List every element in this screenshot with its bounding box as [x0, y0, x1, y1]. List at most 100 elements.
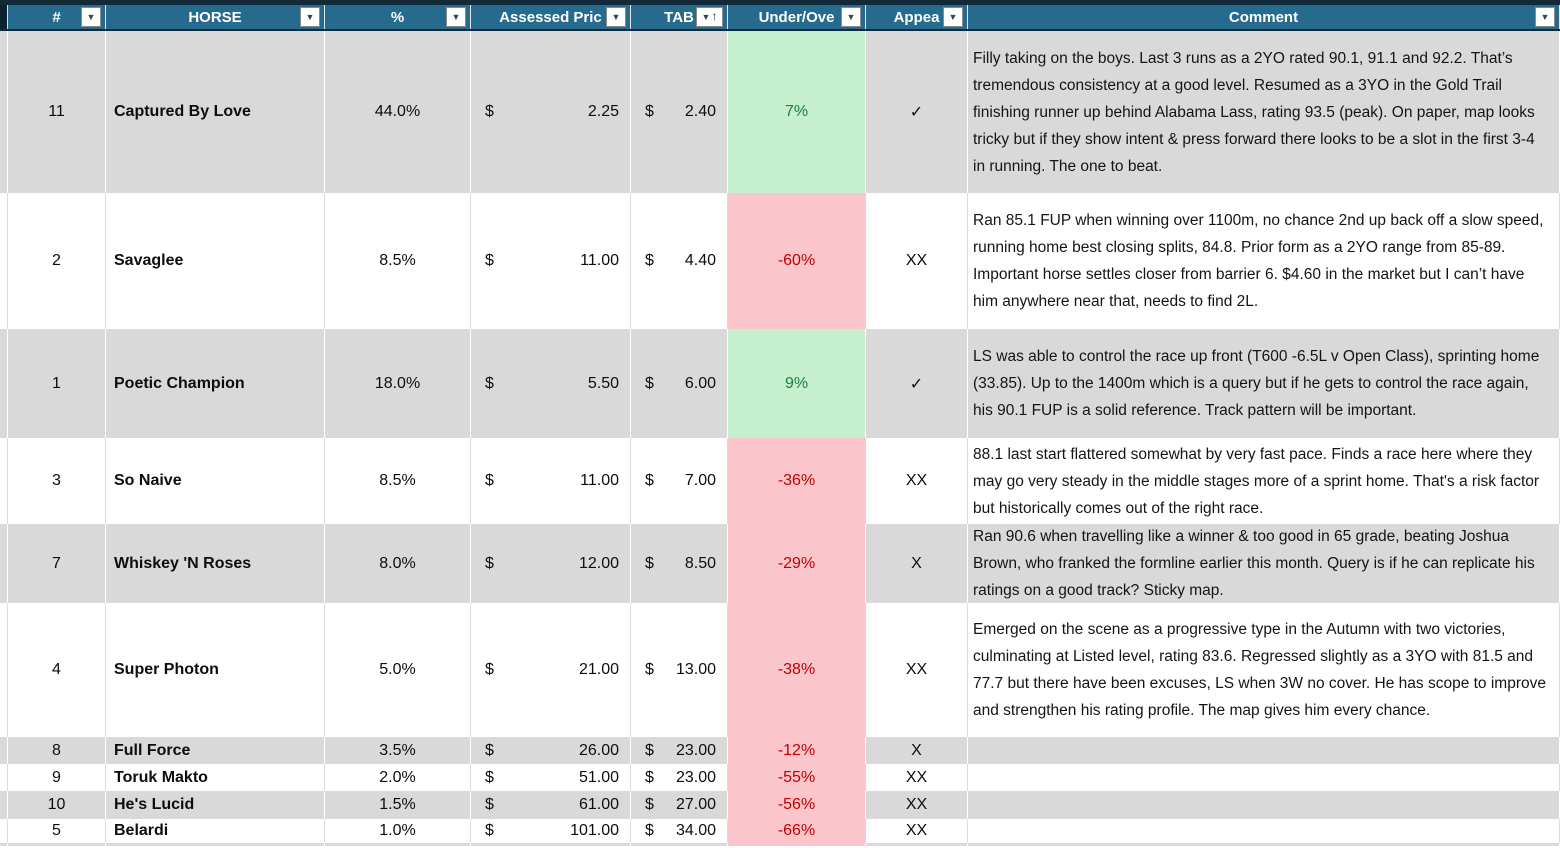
cell-tab-price[interactable]: $34.00 [631, 819, 728, 843]
cell-comment[interactable]: 88.1 last start flattered somewhat by ve… [968, 438, 1560, 524]
cell-horse-name[interactable]: Belardi [106, 819, 325, 843]
cell-number[interactable]: 8 [8, 737, 106, 764]
cell-under-over[interactable] [728, 843, 866, 846]
cell-number[interactable]: 9 [8, 764, 106, 791]
pct-filter-button[interactable]: ▼ [446, 7, 466, 27]
cell-appeal[interactable]: XX [866, 819, 968, 843]
cell-number[interactable]: 5 [8, 819, 106, 843]
cell-percentage[interactable]: 1.0% [325, 819, 471, 843]
cell-comment[interactable]: Filly taking on the boys. Last 3 runs as… [968, 31, 1560, 193]
cell-under-over[interactable]: -60% [728, 193, 866, 329]
uo-filter-button[interactable]: ▼ [841, 7, 861, 27]
cell-number[interactable]: 10 [8, 791, 106, 819]
cell-tab-price[interactable]: $27.00 [631, 791, 728, 819]
cell-horse-name[interactable] [106, 843, 325, 846]
column-header-horse[interactable]: HORSE ▼ [106, 5, 325, 29]
horse-filter-button[interactable]: ▼ [300, 7, 320, 27]
column-header-uo[interactable]: Under/Ove ▼ [728, 5, 866, 29]
cell-appeal[interactable]: ✓ [866, 31, 968, 193]
column-header-tab[interactable]: TAB ▼ ↑ [631, 5, 728, 29]
cell-number[interactable] [8, 843, 106, 846]
cell-number[interactable]: 11 [8, 31, 106, 193]
cell-comment[interactable]: Ran 85.1 FUP when winning over 1100m, no… [968, 193, 1560, 329]
cell-tab-price[interactable]: $8.50 [631, 524, 728, 603]
cell-percentage[interactable]: 3.5% [325, 737, 471, 764]
cell-under-over[interactable]: -55% [728, 764, 866, 791]
cell-percentage[interactable]: 8.5% [325, 193, 471, 329]
cell-horse-name[interactable]: Savaglee [106, 193, 325, 329]
cell-appeal[interactable]: XX [866, 791, 968, 819]
cell-appeal[interactable]: X [866, 524, 968, 603]
cell-comment[interactable]: LS was able to control the race up front… [968, 329, 1560, 438]
cell-comment[interactable] [968, 764, 1560, 791]
column-header-num[interactable]: # ▼ [8, 5, 106, 29]
cell-horse-name[interactable]: Whiskey 'N Roses [106, 524, 325, 603]
cell-under-over[interactable]: 9% [728, 329, 866, 438]
cell-number[interactable]: 4 [8, 603, 106, 737]
cell-appeal[interactable]: X [866, 737, 968, 764]
cell-assessed-price[interactable] [471, 843, 631, 846]
column-header-appeal[interactable]: Appea ▼ [866, 5, 968, 29]
cell-comment[interactable] [968, 843, 1560, 847]
cell-under-over[interactable]: -29% [728, 524, 866, 603]
cell-horse-name[interactable]: Captured By Love [106, 31, 325, 193]
cell-under-over[interactable]: -12% [728, 737, 866, 764]
cell-assessed-price[interactable]: $12.00 [471, 524, 631, 603]
cell-assessed-price[interactable]: $5.50 [471, 329, 631, 438]
cell-number[interactable]: 3 [8, 438, 106, 524]
cell-horse-name[interactable]: So Naive [106, 438, 325, 524]
cell-horse-name[interactable]: Poetic Champion [106, 329, 325, 438]
column-header-assessed[interactable]: Assessed Pric ▼ [471, 5, 631, 29]
cell-comment[interactable] [968, 819, 1560, 843]
cell-tab-price[interactable]: $13.00 [631, 603, 728, 737]
cell-percentage[interactable]: 2.0% [325, 764, 471, 791]
cell-appeal[interactable]: XX [866, 603, 968, 737]
cell-percentage[interactable]: 44.0% [325, 31, 471, 193]
cell-percentage[interactable]: 18.0% [325, 329, 471, 438]
cell-horse-name[interactable]: Super Photon [106, 603, 325, 737]
cell-tab-price[interactable]: $4.40 [631, 193, 728, 329]
cell-number[interactable]: 7 [8, 524, 106, 603]
cell-tab-price[interactable]: $23.00 [631, 737, 728, 764]
cell-number[interactable]: 2 [8, 193, 106, 329]
comment-filter-button[interactable]: ▼ [1535, 7, 1555, 27]
cell-horse-name[interactable]: Full Force [106, 737, 325, 764]
cell-horse-name[interactable]: He's Lucid [106, 791, 325, 819]
tab-filter-button[interactable]: ▼ ↑ [696, 7, 723, 27]
cell-appeal[interactable] [866, 843, 968, 846]
cell-assessed-price[interactable]: $101.00 [471, 819, 631, 843]
cell-percentage[interactable]: 8.5% [325, 438, 471, 524]
column-header-comment[interactable]: Comment ▼ [968, 5, 1560, 29]
cell-appeal[interactable]: XX [866, 764, 968, 791]
cell-comment[interactable] [968, 791, 1560, 819]
cell-assessed-price[interactable]: $51.00 [471, 764, 631, 791]
cell-tab-price[interactable]: $23.00 [631, 764, 728, 791]
num-filter-button[interactable]: ▼ [81, 7, 101, 27]
cell-horse-name[interactable]: Toruk Makto [106, 764, 325, 791]
cell-comment[interactable]: Emerged on the scene as a progressive ty… [968, 603, 1560, 737]
appeal-filter-button[interactable]: ▼ [943, 7, 963, 27]
cell-tab-price[interactable] [631, 843, 728, 846]
assessed-filter-button[interactable]: ▼ [606, 7, 626, 27]
cell-assessed-price[interactable]: $26.00 [471, 737, 631, 764]
cell-assessed-price[interactable]: $21.00 [471, 603, 631, 737]
cell-percentage[interactable]: 5.0% [325, 603, 471, 737]
cell-appeal[interactable]: XX [866, 438, 968, 524]
cell-assessed-price[interactable]: $11.00 [471, 193, 631, 329]
cell-assessed-price[interactable]: $61.00 [471, 791, 631, 819]
column-header-pct[interactable]: % ▼ [325, 5, 471, 29]
cell-appeal[interactable]: XX [866, 193, 968, 329]
cell-tab-price[interactable]: $7.00 [631, 438, 728, 524]
cell-percentage[interactable] [325, 843, 471, 846]
cell-assessed-price[interactable]: $2.25 [471, 31, 631, 193]
cell-percentage[interactable]: 1.5% [325, 791, 471, 819]
cell-under-over[interactable]: -38% [728, 603, 866, 737]
cell-tab-price[interactable]: $2.40 [631, 31, 728, 193]
cell-comment[interactable] [968, 737, 1560, 764]
cell-number[interactable]: 1 [8, 329, 106, 438]
cell-percentage[interactable]: 8.0% [325, 524, 471, 603]
cell-under-over[interactable]: -56% [728, 791, 866, 819]
cell-under-over[interactable]: 7% [728, 31, 866, 193]
cell-comment[interactable]: Ran 90.6 when travelling like a winner &… [968, 524, 1560, 603]
cell-under-over[interactable]: -66% [728, 819, 866, 843]
